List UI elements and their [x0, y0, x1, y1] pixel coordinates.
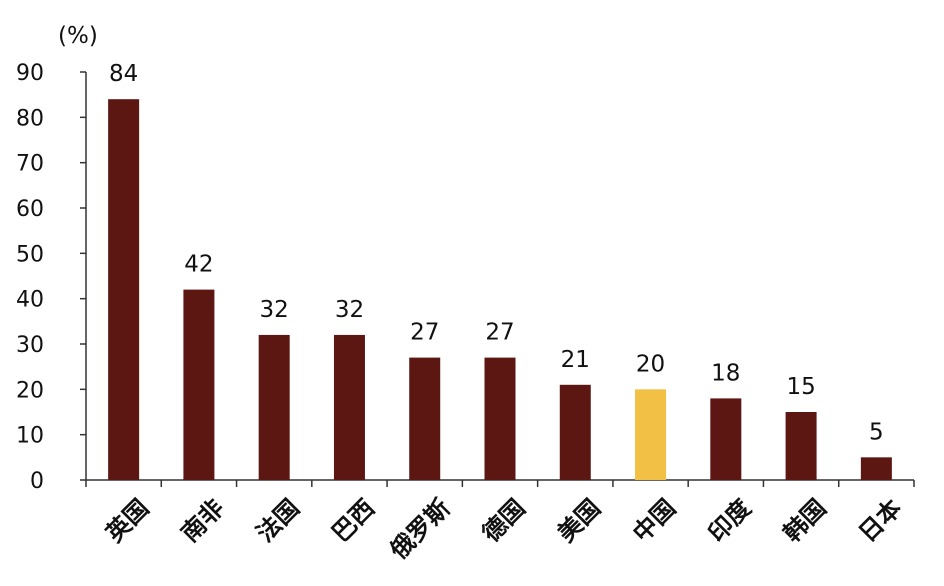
- category-label: 俄罗斯: [384, 494, 455, 565]
- y-tick-label: 20: [16, 378, 44, 403]
- bar-8: [635, 389, 667, 480]
- category-label: 美国: [552, 494, 606, 548]
- data-label: 27: [485, 320, 514, 346]
- data-label: 84: [109, 61, 138, 87]
- y-axis-unit-label: (%): [58, 23, 98, 49]
- y-tick-label: 0: [30, 469, 44, 494]
- y-axis-tick-marks: [80, 71, 86, 481]
- data-label: 32: [335, 297, 364, 323]
- bar-4: [333, 334, 365, 480]
- bar-9: [710, 398, 742, 480]
- y-tick-label: 30: [16, 333, 44, 358]
- bar-6: [484, 357, 516, 480]
- data-label: 15: [786, 374, 815, 400]
- category-label: 韩国: [778, 494, 832, 548]
- category-label: 法国: [251, 494, 305, 548]
- y-tick-label: 70: [16, 152, 44, 177]
- category-label: 日本: [853, 494, 907, 548]
- data-labels: 84 42 32 32 27 27 21 20 18 15 5: [109, 61, 884, 445]
- data-label: 21: [561, 347, 590, 373]
- data-label: 27: [410, 320, 439, 346]
- y-axis-tick-labels: 0 10 20 30 40 50 60 70 80 90: [16, 61, 44, 494]
- data-label: 18: [711, 360, 740, 386]
- category-labels: 英国 南非 法国 巴西 俄罗斯 德国 美国 中国 印度 韩国 日本: [101, 493, 907, 565]
- y-tick-label: 10: [16, 424, 44, 449]
- bar-5: [409, 357, 441, 480]
- bar-3: [258, 334, 290, 480]
- data-label: 5: [869, 419, 884, 445]
- bar-10: [785, 412, 817, 480]
- category-label: 印度: [703, 493, 757, 547]
- category-label: 巴西: [326, 494, 380, 548]
- category-label: 德国: [477, 494, 531, 548]
- x-axis-tick-marks: [85, 480, 915, 487]
- y-tick-label: 60: [16, 197, 44, 222]
- bars: [108, 99, 892, 480]
- data-label: 20: [636, 351, 665, 377]
- category-label: 南非: [176, 494, 230, 548]
- y-tick-label: 90: [16, 61, 44, 86]
- data-label: 32: [260, 297, 289, 323]
- category-label: 英国: [101, 494, 155, 548]
- y-tick-label: 40: [16, 288, 44, 313]
- y-tick-label: 80: [16, 106, 44, 131]
- data-label: 42: [184, 252, 213, 278]
- y-tick-label: 50: [16, 242, 44, 267]
- category-label: 中国: [627, 494, 681, 548]
- bar-7: [559, 384, 591, 480]
- bar-2: [183, 289, 215, 480]
- bar-11: [860, 457, 892, 480]
- bar-1: [108, 99, 140, 480]
